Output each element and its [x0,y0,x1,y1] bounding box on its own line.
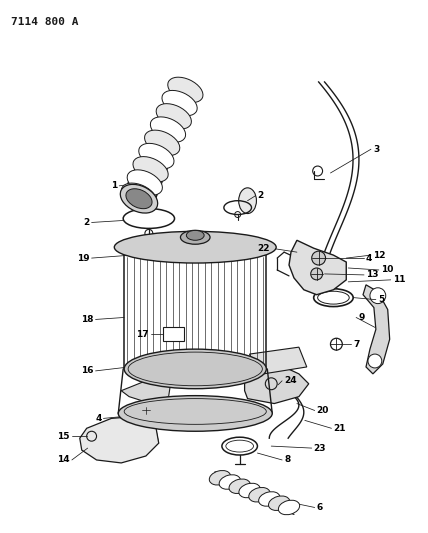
Text: 17: 17 [136,330,149,339]
Polygon shape [289,240,346,295]
Ellipse shape [133,157,168,182]
Ellipse shape [168,77,203,102]
Polygon shape [244,367,309,403]
Polygon shape [250,347,307,375]
Ellipse shape [239,188,256,214]
Ellipse shape [120,184,158,213]
Text: 14: 14 [57,456,70,464]
Text: 18: 18 [81,315,94,324]
Ellipse shape [118,395,272,431]
Ellipse shape [156,103,191,129]
Ellipse shape [219,475,241,489]
Text: 4: 4 [95,414,101,423]
Ellipse shape [127,170,162,195]
Ellipse shape [249,488,270,502]
Text: 7: 7 [353,340,360,349]
Text: 4: 4 [366,254,372,263]
Ellipse shape [124,349,266,389]
Text: 12: 12 [373,251,385,260]
Ellipse shape [259,492,280,506]
Text: 2: 2 [83,218,89,227]
Text: 15: 15 [57,432,70,441]
Ellipse shape [181,230,210,244]
Ellipse shape [268,496,290,511]
Text: 24: 24 [284,376,297,385]
Ellipse shape [162,91,197,116]
Text: 22: 22 [257,244,269,253]
Text: 5: 5 [378,295,384,304]
Text: 20: 20 [317,406,329,415]
Text: 8: 8 [284,456,290,464]
Text: 6: 6 [317,503,323,512]
Circle shape [370,288,386,304]
Text: 3: 3 [373,145,379,154]
Ellipse shape [126,189,152,209]
Ellipse shape [145,130,180,156]
Polygon shape [163,327,184,341]
Text: 10: 10 [381,265,393,274]
Text: 1: 1 [111,181,117,190]
Text: 11: 11 [392,276,405,285]
Polygon shape [121,377,171,403]
Polygon shape [363,285,389,374]
Ellipse shape [278,500,300,515]
Ellipse shape [150,117,186,142]
Text: 23: 23 [314,443,326,453]
Ellipse shape [209,471,231,485]
Text: 9: 9 [358,313,365,322]
Ellipse shape [114,231,276,263]
Ellipse shape [186,230,204,240]
Text: 19: 19 [77,254,89,263]
Circle shape [368,354,382,368]
Ellipse shape [229,479,250,494]
Text: 13: 13 [366,270,378,279]
Polygon shape [80,416,159,463]
Polygon shape [124,255,266,369]
Text: 7114 800 A: 7114 800 A [11,17,78,27]
Ellipse shape [139,143,174,169]
Text: 21: 21 [333,424,346,433]
Ellipse shape [122,183,157,208]
Text: 2: 2 [257,191,264,200]
Circle shape [311,268,323,280]
Circle shape [312,251,326,265]
Ellipse shape [239,483,260,498]
Text: 16: 16 [81,366,94,375]
